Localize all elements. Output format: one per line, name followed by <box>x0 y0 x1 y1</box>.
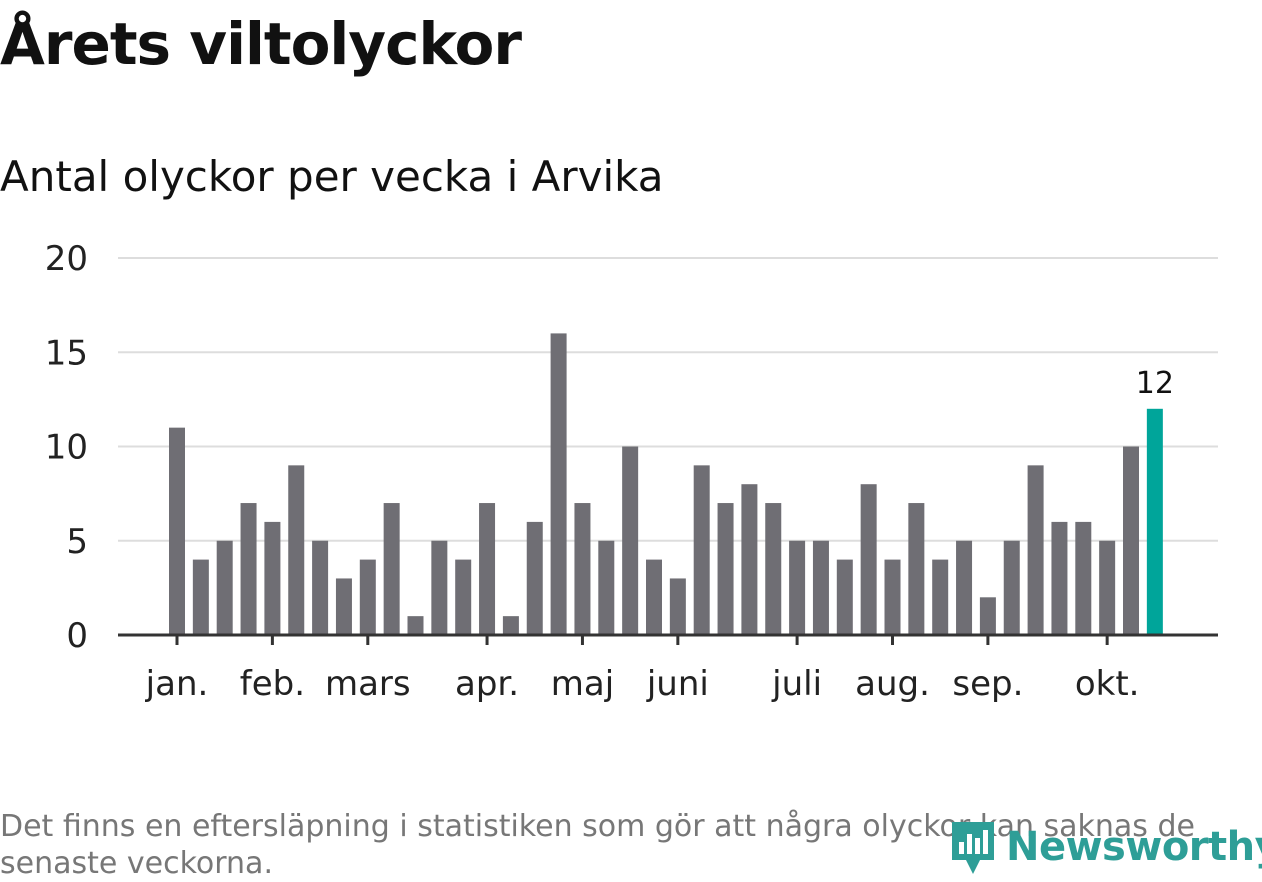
chart-title: Årets viltolyckor <box>0 10 522 78</box>
bar <box>979 597 996 635</box>
footnote: Det finns en eftersläpning i statistiken… <box>0 809 1195 881</box>
bar <box>622 446 639 635</box>
x-tick-label: feb. <box>240 664 305 704</box>
bar <box>574 503 591 635</box>
x-tick-label: okt. <box>1075 664 1140 704</box>
bar <box>312 540 329 635</box>
bar <box>1099 540 1116 635</box>
bar <box>908 503 925 635</box>
bar <box>1027 465 1044 635</box>
labels: 0 5 10 15 20 jan. feb. mars apr. maj juni juli aug. s… <box>45 239 1174 704</box>
x-tick-label: aug. <box>855 664 930 704</box>
newsworthy-chart-icon <box>952 822 994 874</box>
bar <box>192 559 209 635</box>
bar <box>479 503 496 635</box>
bar <box>216 540 233 635</box>
bar <box>431 540 448 635</box>
x-axis <box>118 633 1218 645</box>
y-tick-label: 15 <box>45 333 88 373</box>
newsworthy-logo: Newsworthy <box>948 816 1262 878</box>
bar <box>169 427 185 635</box>
bar <box>359 559 376 635</box>
bar <box>741 484 758 635</box>
bar <box>693 465 710 635</box>
x-tick-label: mars <box>325 664 411 704</box>
bar <box>240 503 257 635</box>
bar <box>860 484 877 635</box>
bar <box>598 540 615 635</box>
bar <box>335 578 352 635</box>
bar <box>1075 521 1092 635</box>
bars <box>169 333 1163 635</box>
bar <box>884 559 901 635</box>
bar <box>1003 540 1020 635</box>
bar <box>789 540 806 635</box>
bar <box>455 559 472 635</box>
y-tick-label: 0 <box>66 616 88 656</box>
bar <box>932 559 949 635</box>
bar <box>836 559 853 635</box>
chart-subtitle: Antal olyckor per vecka i Arvika <box>0 152 664 201</box>
bar <box>646 559 662 635</box>
bar <box>1123 446 1139 635</box>
grid-lines <box>118 257 1218 542</box>
bar <box>383 503 400 635</box>
bar <box>407 616 424 635</box>
highlight-value-label: 12 <box>1136 366 1174 401</box>
y-tick-label: 20 <box>45 239 88 279</box>
y-tick-label: 10 <box>45 428 88 468</box>
bar <box>812 540 829 635</box>
bar-highlight <box>1146 408 1163 635</box>
bar <box>765 503 782 635</box>
bar <box>550 333 567 635</box>
x-tick-label: apr. <box>455 664 519 704</box>
bar <box>717 503 734 635</box>
x-tick-label: sep. <box>952 664 1023 704</box>
y-tick-label: 5 <box>66 522 88 562</box>
bar <box>264 521 281 635</box>
x-tick-label: juli <box>771 664 822 704</box>
x-tick-label: jan. <box>145 664 209 704</box>
x-tick-label: juni <box>646 664 709 704</box>
bar <box>526 521 543 635</box>
bar <box>1051 521 1068 635</box>
bar <box>669 578 686 635</box>
x-tick-label: maj <box>551 664 614 704</box>
bar <box>956 540 973 635</box>
bar <box>502 616 519 635</box>
logo-text: Newsworthy <box>1006 824 1262 870</box>
bar <box>288 465 305 635</box>
